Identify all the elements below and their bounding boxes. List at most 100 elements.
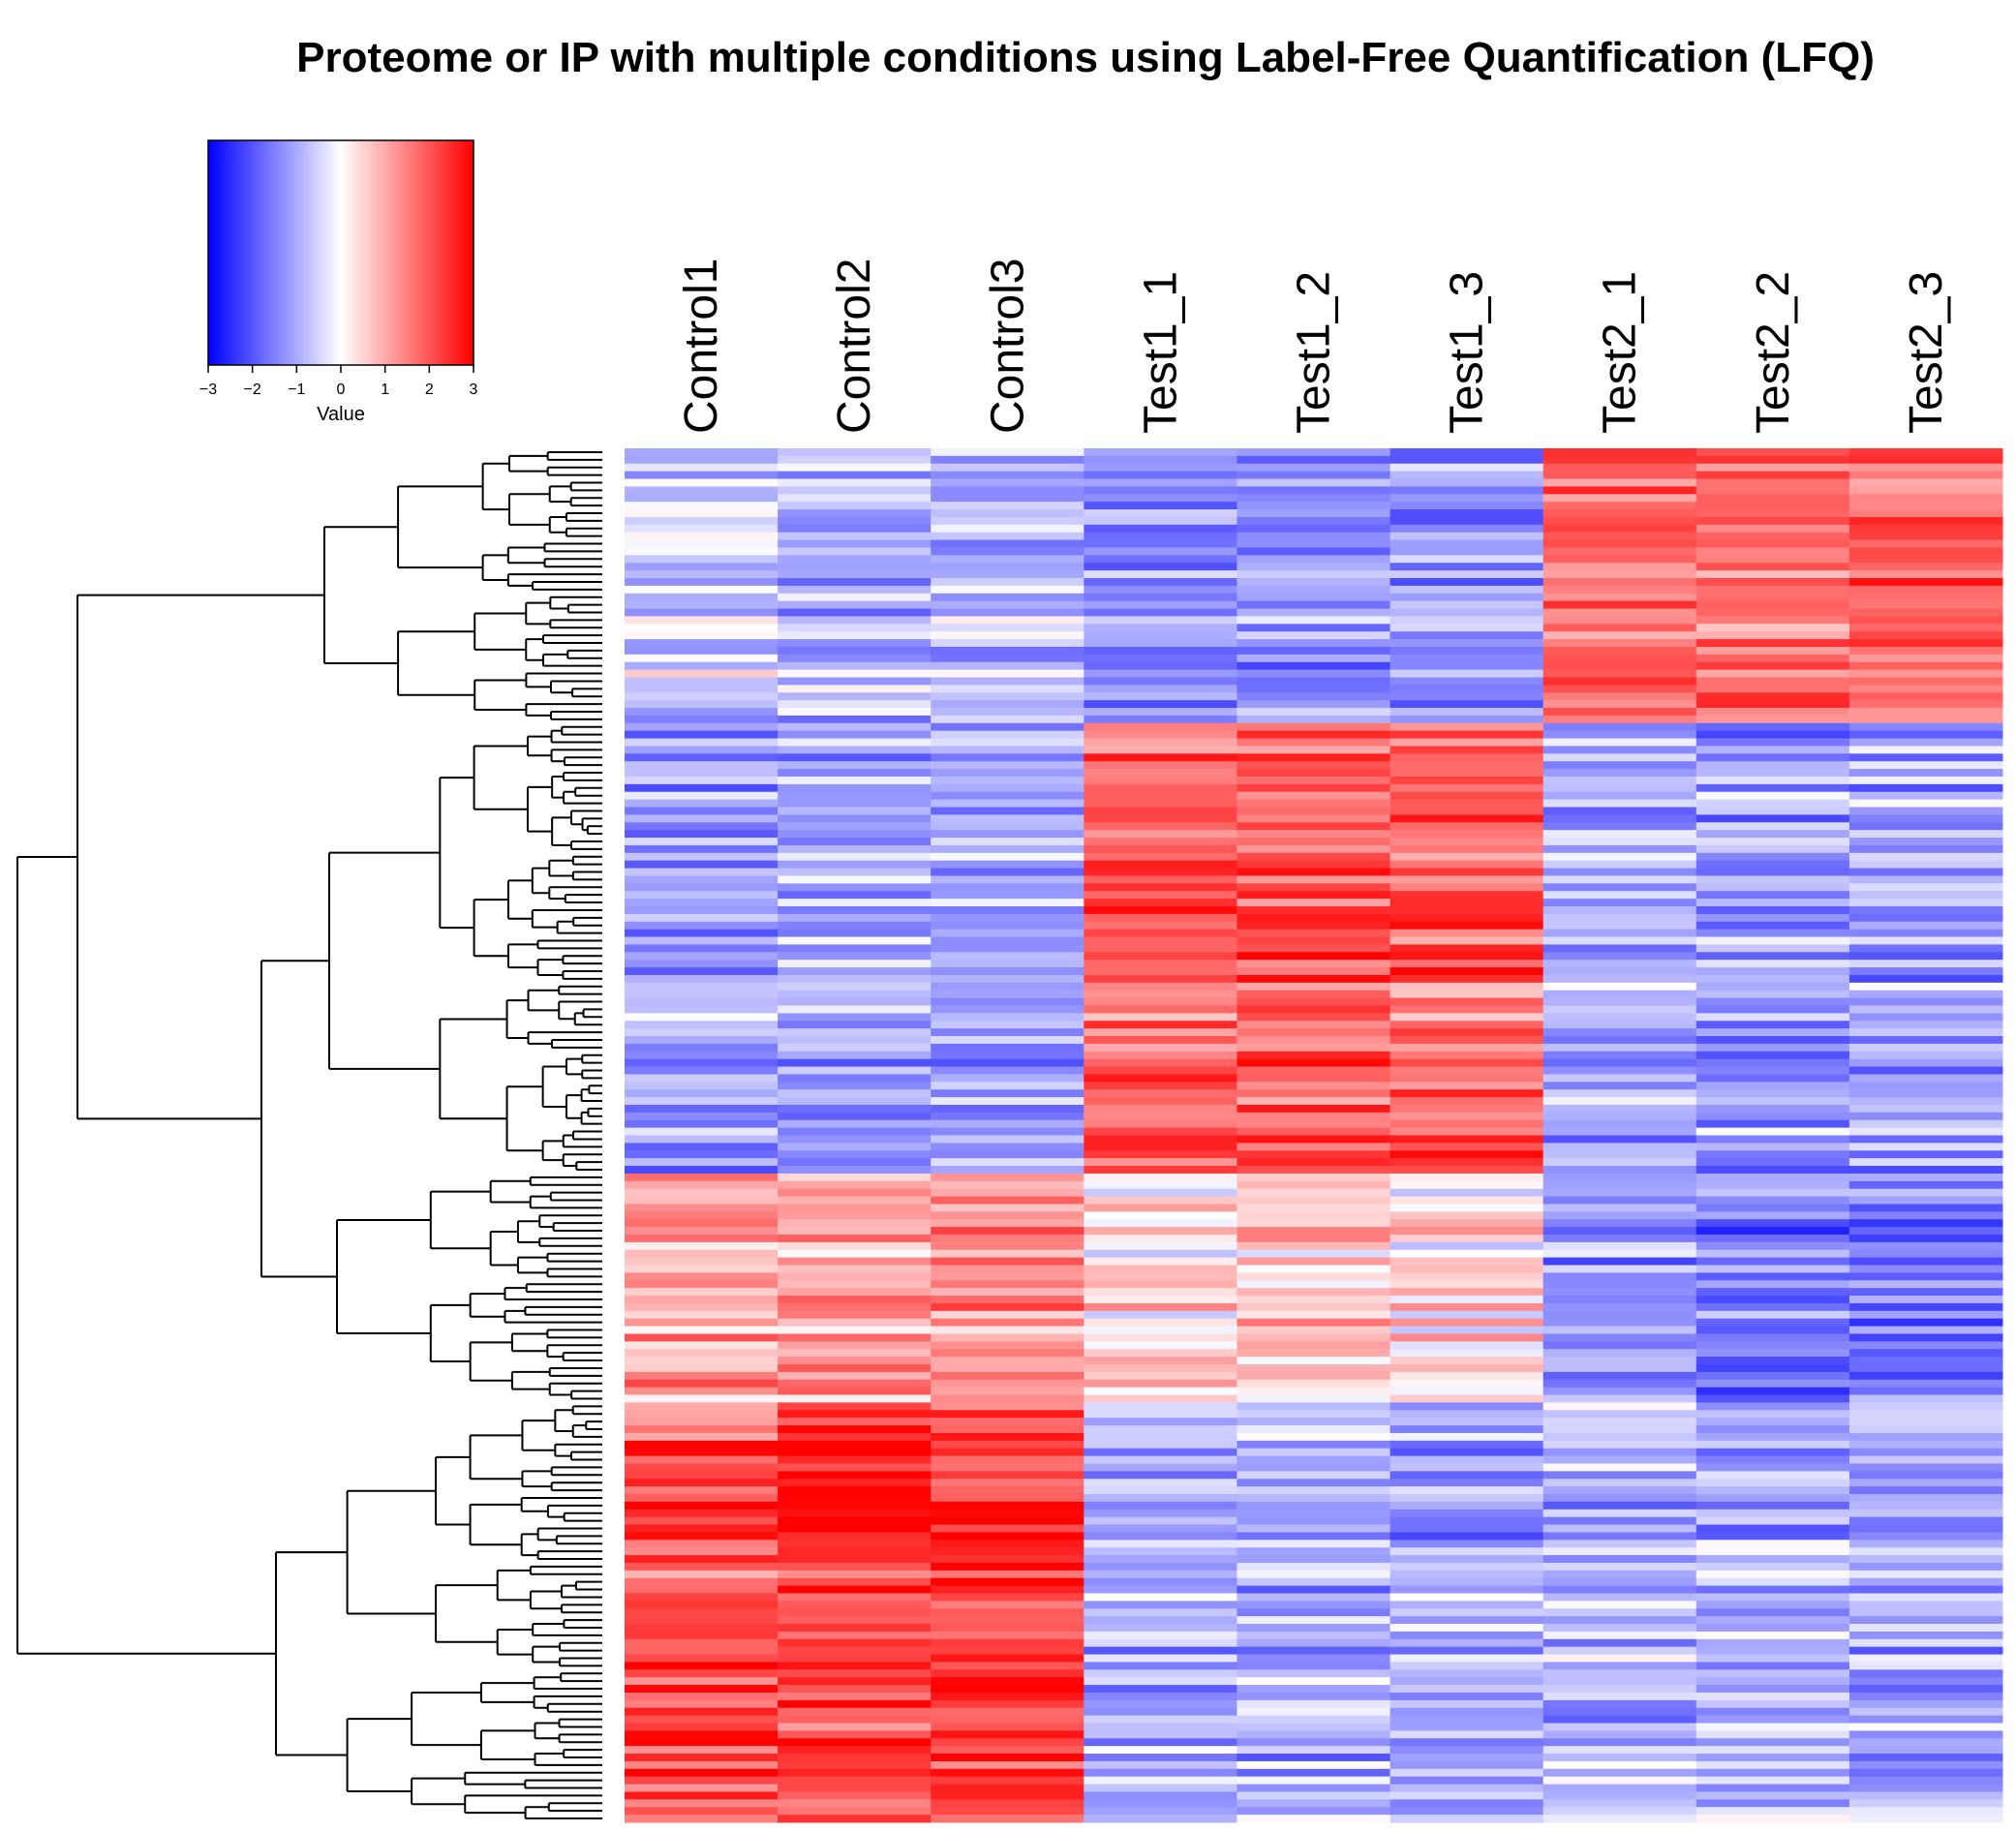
heatmap-cell (778, 1066, 932, 1075)
heatmap-cell (1237, 1112, 1391, 1121)
heatmap-cell (1848, 1379, 2003, 1389)
heatmap-cell (1695, 1257, 1850, 1267)
heatmap-cell (1695, 486, 1850, 495)
heatmap-cell (1848, 952, 2003, 961)
heatmap-cell (1695, 563, 1850, 571)
heatmap-cell (1084, 1760, 1237, 1770)
heatmap-cell (1543, 1402, 1697, 1411)
heatmap-cell (1543, 1204, 1697, 1212)
heatmap-cell (1543, 791, 1697, 801)
heatmap-cell (931, 830, 1084, 839)
heatmap-cell (625, 1402, 779, 1411)
heatmap-cell (1695, 1494, 1850, 1503)
heatmap-cell (931, 753, 1084, 762)
heatmap-cell (1543, 746, 1697, 754)
heatmap-cell (1390, 1662, 1544, 1670)
heatmap-cell (1390, 1180, 1544, 1190)
heatmap-cell (778, 814, 932, 823)
heatmap-cell (1084, 685, 1237, 693)
heatmap-cell (931, 936, 1084, 945)
heatmap-cell (1237, 669, 1391, 678)
heatmap-cell (1237, 791, 1391, 801)
heatmap-cell (1543, 1577, 1697, 1587)
heatmap-cell (1695, 1119, 1850, 1129)
heatmap-cell (1848, 1624, 2003, 1633)
heatmap-cell (1543, 822, 1697, 831)
heatmap-cell (1848, 883, 2003, 892)
heatmap-cell (931, 700, 1084, 709)
heatmap-cell (778, 913, 932, 923)
heatmap-cell (931, 1082, 1084, 1090)
heatmap-cell (625, 844, 779, 854)
heatmap-cell (1848, 1455, 2003, 1464)
heatmap-cell (1848, 921, 2003, 931)
heatmap-cell (778, 1043, 932, 1053)
heatmap-cell (778, 1509, 932, 1518)
heatmap-cell (625, 1188, 779, 1198)
heatmap-cell (1390, 600, 1544, 610)
heatmap-cell (931, 1371, 1084, 1381)
heatmap-cell (778, 1249, 932, 1259)
heatmap-cell (1695, 1677, 1850, 1686)
color-key-swatch (281, 140, 285, 365)
heatmap-cell (1543, 1135, 1697, 1144)
heatmap-cell (1390, 1815, 1544, 1823)
heatmap-cell (1695, 1815, 1850, 1823)
heatmap-cell (1237, 891, 1391, 900)
heatmap-cell (625, 1815, 779, 1823)
heatmap-cell (1543, 769, 1697, 778)
heatmap-cell (931, 661, 1084, 671)
heatmap-cell (1084, 1799, 1237, 1808)
heatmap-cell (1848, 1180, 2003, 1190)
heatmap-cell (625, 1173, 779, 1182)
heatmap-cell (1848, 692, 2003, 701)
heatmap-cell (1084, 1585, 1237, 1594)
heatmap-cell (1084, 631, 1237, 640)
heatmap-cell (778, 1699, 932, 1709)
heatmap-cell (1084, 1249, 1237, 1259)
heatmap-cell (1390, 1082, 1544, 1090)
heatmap-cell (1237, 783, 1391, 793)
heatmap-cell (1543, 1707, 1697, 1717)
heatmap-cell (931, 631, 1084, 640)
heatmap-cell (1237, 1768, 1391, 1778)
color-key-swatch (417, 140, 421, 365)
heatmap-cell (1848, 1654, 2003, 1663)
column-label: Test2_3 (1901, 271, 1952, 434)
heatmap-cell (625, 616, 779, 625)
heatmap-cell (778, 547, 932, 556)
heatmap-cell (1543, 1112, 1697, 1121)
heatmap-cell (1543, 1036, 1697, 1045)
heatmap-cell (1390, 1112, 1544, 1121)
heatmap-cell (1084, 1288, 1237, 1297)
heatmap-cell (778, 852, 932, 862)
heatmap-cell (1848, 944, 2003, 953)
heatmap-cell (1695, 929, 1850, 938)
heatmap-cell (1390, 616, 1544, 625)
heatmap-cell (1237, 624, 1391, 632)
heatmap-cell (625, 539, 779, 548)
heatmap-cell (1695, 814, 1850, 823)
heatmap-cell (1390, 1135, 1544, 1144)
heatmap-cell (1390, 1516, 1544, 1526)
heatmap-cell (778, 478, 932, 487)
heatmap-cell (1084, 1119, 1237, 1129)
heatmap-cell (625, 578, 779, 587)
heatmap-cell (625, 1754, 779, 1762)
heatmap-cell (1848, 502, 2003, 510)
heatmap-cell (778, 486, 932, 495)
heatmap-cell (1543, 1654, 1697, 1663)
heatmap-cell (1848, 1043, 2003, 1053)
heatmap-cell (1390, 913, 1544, 923)
heatmap-cell (1237, 1562, 1391, 1572)
heatmap-cell (931, 967, 1084, 976)
heatmap-cell (1543, 685, 1697, 693)
heatmap-cell (778, 1296, 932, 1304)
heatmap-cell (1084, 1463, 1237, 1472)
heatmap-cell (1237, 677, 1391, 686)
heatmap-cell (1695, 1699, 1850, 1709)
heatmap-cell (1237, 455, 1391, 465)
heatmap-cell (1848, 1616, 2003, 1625)
heatmap-cell (1390, 1723, 1544, 1731)
heatmap-cell (1695, 1616, 1850, 1625)
